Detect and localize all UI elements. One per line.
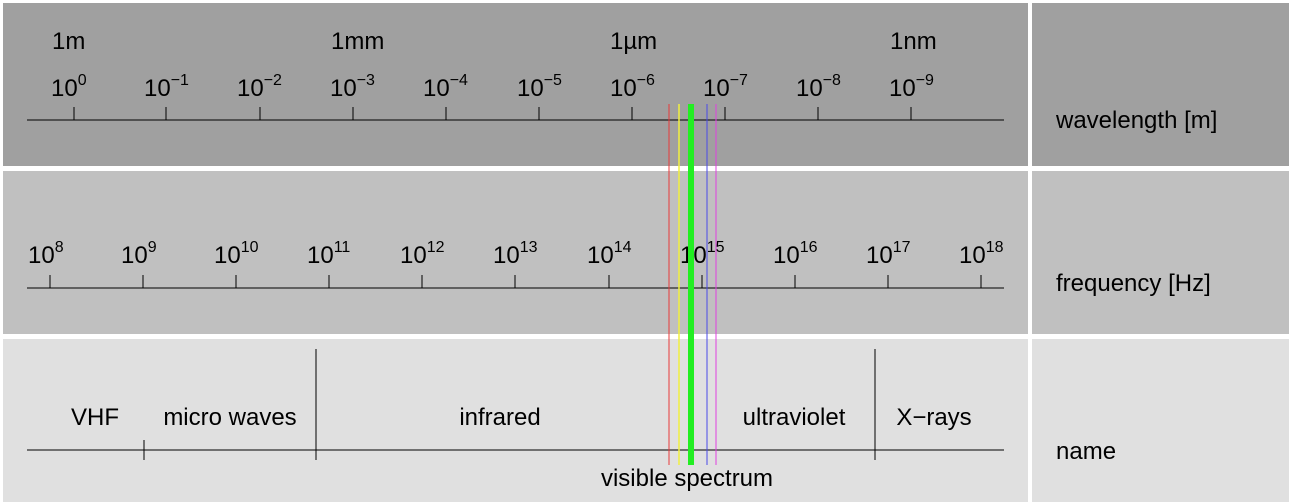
wavelength-tick-label: 10−7: [703, 72, 748, 102]
wavelength-tick-label: 10−1: [144, 72, 189, 102]
band-name-vhf: VHF: [71, 404, 119, 431]
name-label-cell-bg: [1032, 339, 1289, 502]
frequency-tick-label: 1010: [214, 239, 259, 269]
band-names: VHF micro waves infrared ultraviolet X−r…: [71, 404, 972, 431]
wavelength-label-cell-bg: [1032, 3, 1289, 166]
band-name-micro-waves: micro waves: [163, 404, 296, 431]
wavelength-tick-label: 10−2: [237, 72, 282, 102]
visible-spectrum-label: visible spectrum: [601, 465, 773, 492]
wavelength-tick-label: 10−4: [423, 72, 468, 102]
frequency-row-bg: [3, 171, 1028, 334]
frequency-tick-label: 1012: [400, 239, 445, 269]
wavelength-row-bg: [3, 3, 1028, 166]
frequency-tick-label: 1017: [866, 239, 911, 269]
frequency-tick-labels: 108 109 1010 1011 1012 1013 1014 1015 10…: [28, 239, 1004, 269]
wavelength-tick-labels: 100 10−1 10−2 10−3 10−4 10−5 10−6 10−7 1…: [51, 72, 934, 102]
name-row-bg: [3, 339, 1028, 502]
wavelength-tick-label: 10−9: [889, 72, 934, 102]
frequency-tick-marks: [49, 275, 982, 288]
row-label-frequency: frequency [Hz]: [1056, 270, 1211, 297]
wavelength-tick-label: 10−5: [517, 72, 562, 102]
wavelength-tick-label: 10−8: [796, 72, 841, 102]
frequency-tick-label: 109: [121, 239, 157, 269]
band-name-xrays: X−rays: [896, 404, 971, 431]
frequency-tick-label: 1013: [493, 239, 538, 269]
unit-label-1nm: 1nm: [890, 28, 937, 55]
unit-label-1m: 1m: [52, 28, 85, 55]
band-separators: [143, 349, 876, 460]
band-name-ultraviolet: ultraviolet: [743, 404, 846, 431]
wavelength-tick-label: 10−6: [610, 72, 655, 102]
unit-label-1mm: 1mm: [331, 28, 384, 55]
row-label-wavelength: wavelength [m]: [1055, 107, 1217, 134]
wavelength-tick-label: 10−3: [330, 72, 375, 102]
wavelength-unit-labels: 1m 1mm 1µm 1nm: [52, 28, 937, 55]
frequency-label-cell-bg: [1032, 171, 1289, 334]
frequency-tick-label: 1014: [587, 239, 632, 269]
wavelength-tick-marks: [73, 107, 912, 120]
visible-spectrum-lines: [668, 104, 717, 465]
band-name-infrared: infrared: [459, 404, 540, 431]
unit-label-1um: 1µm: [610, 28, 657, 55]
frequency-tick-label: 1011: [307, 239, 350, 269]
row-label-name: name: [1056, 438, 1116, 465]
frequency-tick-label: 1018: [959, 239, 1004, 269]
wavelength-tick-label: 100: [51, 72, 87, 102]
frequency-tick-label: 108: [28, 239, 64, 269]
frequency-tick-label: 1016: [773, 239, 818, 269]
